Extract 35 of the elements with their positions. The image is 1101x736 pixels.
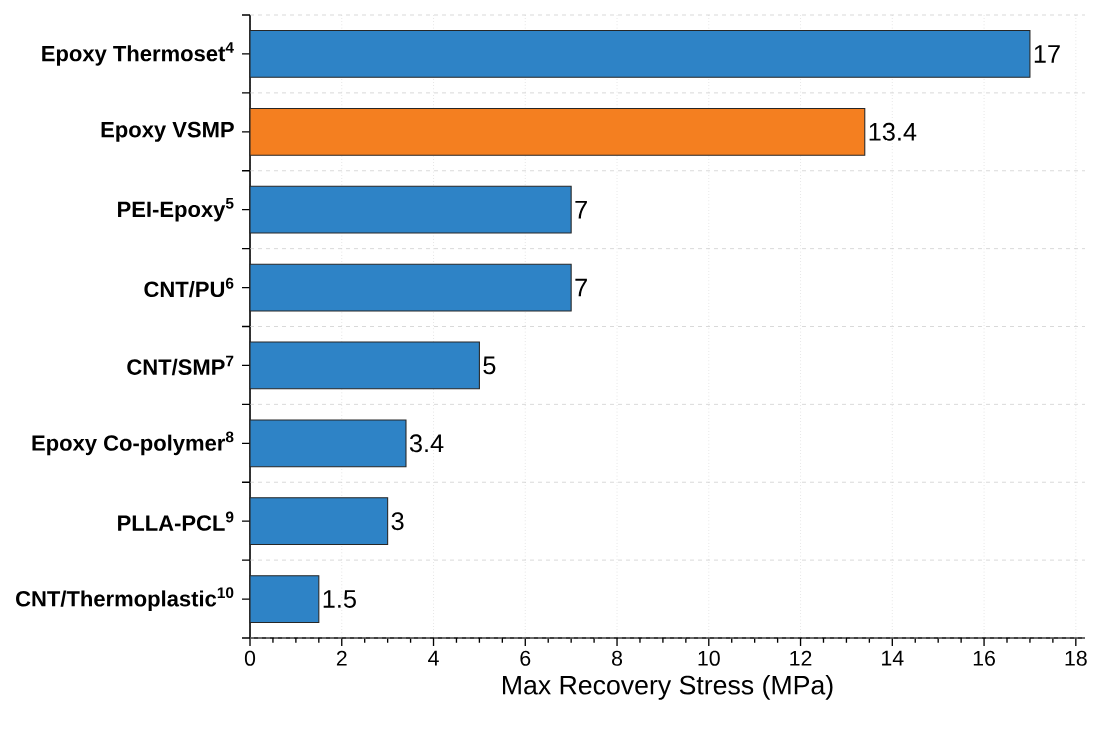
bar bbox=[249, 263, 572, 312]
bar bbox=[249, 575, 320, 623]
x-tick-label: 18 bbox=[1065, 650, 1087, 666]
data-label: 5 bbox=[483, 356, 496, 375]
y-tick-label: PEI-Epoxy$^{5}$ bbox=[118, 197, 234, 222]
x-axis-title: Max Recovery Stress (MPa) bbox=[503, 674, 833, 700]
y-tick-label: PLLA-PCL$^{9}$ bbox=[118, 511, 234, 531]
x-tick-label: 16 bbox=[973, 650, 995, 666]
x-tick-label: 0 bbox=[244, 650, 256, 666]
y-tick-label: Epoxy VSMP bbox=[101, 121, 234, 142]
data-label: 3.4 bbox=[409, 434, 444, 453]
bar bbox=[249, 30, 1031, 78]
bar bbox=[249, 107, 866, 156]
data-label: 7 bbox=[575, 278, 587, 297]
x-tick-label: 14 bbox=[882, 650, 904, 666]
y-tick-label: Epoxy Thermoset$^{4}$ bbox=[42, 42, 234, 66]
y-tick-label: Epoxy Co-polymer$^{8}$ bbox=[32, 431, 234, 456]
x-tick-label: 4 bbox=[428, 650, 439, 666]
x-tick-label: 12 bbox=[790, 650, 812, 666]
x-tick-label: 8 bbox=[612, 650, 623, 666]
bar bbox=[249, 341, 480, 390]
x-tick-label: 6 bbox=[520, 650, 531, 666]
y-tick-label: CNT/PU$^{6}$ bbox=[144, 277, 234, 298]
data-label: 7 bbox=[575, 200, 587, 219]
y-tick-label: CNT/SMP$^{7}$ bbox=[127, 355, 234, 376]
x-tick-label: 2 bbox=[336, 650, 347, 666]
bar bbox=[249, 497, 389, 546]
data-label: 3 bbox=[391, 512, 404, 531]
data-label: 17 bbox=[1034, 45, 1060, 63]
data-label: 1.5 bbox=[323, 590, 356, 608]
bar bbox=[249, 185, 572, 234]
data-label: 13.4 bbox=[869, 122, 917, 141]
y-tick-label: CNT/Thermoplastic$^{10}$ bbox=[16, 587, 234, 611]
x-tick-label: 10 bbox=[698, 650, 720, 666]
bar bbox=[249, 419, 407, 468]
